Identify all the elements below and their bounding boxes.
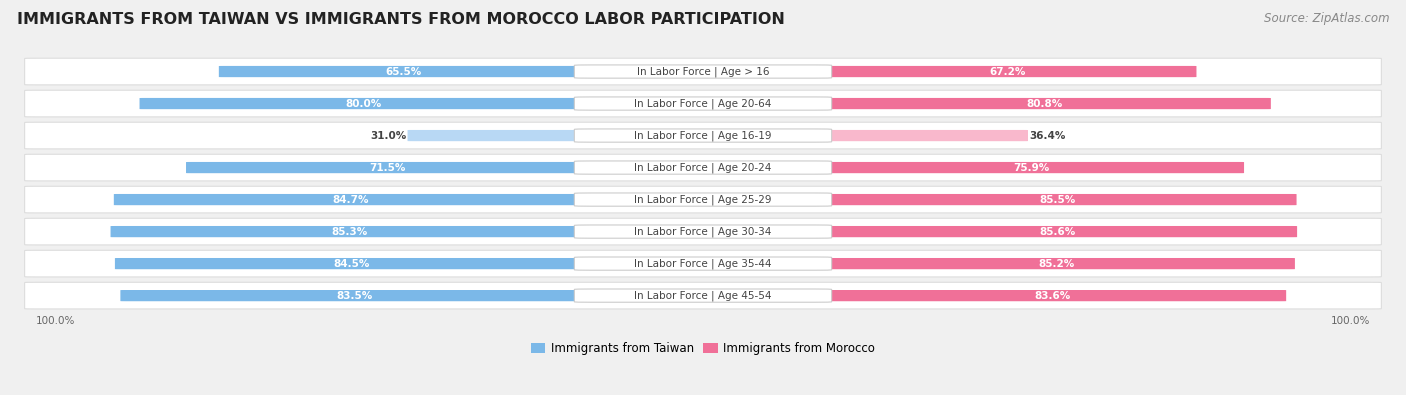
Text: 80.8%: 80.8% <box>1026 98 1063 109</box>
Text: IMMIGRANTS FROM TAIWAN VS IMMIGRANTS FROM MOROCCO LABOR PARTICIPATION: IMMIGRANTS FROM TAIWAN VS IMMIGRANTS FRO… <box>17 12 785 27</box>
FancyBboxPatch shape <box>574 161 832 174</box>
FancyBboxPatch shape <box>121 290 588 301</box>
Text: 100.0%: 100.0% <box>1331 316 1371 325</box>
FancyBboxPatch shape <box>574 257 832 270</box>
FancyBboxPatch shape <box>25 58 1381 85</box>
Text: In Labor Force | Age 35-44: In Labor Force | Age 35-44 <box>634 258 772 269</box>
FancyBboxPatch shape <box>818 226 1298 237</box>
Text: 65.5%: 65.5% <box>385 66 422 77</box>
Text: 84.7%: 84.7% <box>333 195 370 205</box>
FancyBboxPatch shape <box>25 90 1381 117</box>
FancyBboxPatch shape <box>139 98 588 109</box>
Text: 85.3%: 85.3% <box>332 227 367 237</box>
FancyBboxPatch shape <box>25 250 1381 277</box>
FancyBboxPatch shape <box>186 162 588 173</box>
FancyBboxPatch shape <box>818 66 1197 77</box>
FancyBboxPatch shape <box>114 194 588 205</box>
Text: 36.4%: 36.4% <box>1029 131 1066 141</box>
Legend: Immigrants from Taiwan, Immigrants from Morocco: Immigrants from Taiwan, Immigrants from … <box>526 337 880 360</box>
FancyBboxPatch shape <box>219 66 588 77</box>
FancyBboxPatch shape <box>574 193 832 206</box>
Text: 67.2%: 67.2% <box>988 66 1025 77</box>
Text: In Labor Force | Age 45-54: In Labor Force | Age 45-54 <box>634 290 772 301</box>
Text: 75.9%: 75.9% <box>1012 163 1049 173</box>
FancyBboxPatch shape <box>574 97 832 110</box>
Text: 100.0%: 100.0% <box>35 316 75 325</box>
Text: In Labor Force | Age 20-24: In Labor Force | Age 20-24 <box>634 162 772 173</box>
Text: 83.5%: 83.5% <box>336 291 373 301</box>
FancyBboxPatch shape <box>574 225 832 238</box>
Text: In Labor Force | Age 16-19: In Labor Force | Age 16-19 <box>634 130 772 141</box>
FancyBboxPatch shape <box>818 162 1244 173</box>
FancyBboxPatch shape <box>25 154 1381 181</box>
Text: 85.5%: 85.5% <box>1039 195 1076 205</box>
FancyBboxPatch shape <box>25 186 1381 213</box>
FancyBboxPatch shape <box>408 130 588 141</box>
FancyBboxPatch shape <box>111 226 588 237</box>
FancyBboxPatch shape <box>574 129 832 142</box>
Text: 85.2%: 85.2% <box>1038 259 1074 269</box>
FancyBboxPatch shape <box>818 194 1296 205</box>
FancyBboxPatch shape <box>115 258 588 269</box>
FancyBboxPatch shape <box>818 290 1286 301</box>
FancyBboxPatch shape <box>25 282 1381 309</box>
Text: In Labor Force | Age > 16: In Labor Force | Age > 16 <box>637 66 769 77</box>
FancyBboxPatch shape <box>818 130 1028 141</box>
Text: 83.6%: 83.6% <box>1033 291 1070 301</box>
Text: 31.0%: 31.0% <box>370 131 406 141</box>
Text: 85.6%: 85.6% <box>1039 227 1076 237</box>
FancyBboxPatch shape <box>818 258 1295 269</box>
Text: In Labor Force | Age 25-29: In Labor Force | Age 25-29 <box>634 194 772 205</box>
Text: Source: ZipAtlas.com: Source: ZipAtlas.com <box>1264 12 1389 25</box>
FancyBboxPatch shape <box>818 98 1271 109</box>
FancyBboxPatch shape <box>574 289 832 302</box>
Text: In Labor Force | Age 30-34: In Labor Force | Age 30-34 <box>634 226 772 237</box>
Text: 84.5%: 84.5% <box>333 259 370 269</box>
Text: In Labor Force | Age 20-64: In Labor Force | Age 20-64 <box>634 98 772 109</box>
Text: 80.0%: 80.0% <box>346 98 382 109</box>
FancyBboxPatch shape <box>574 65 832 78</box>
FancyBboxPatch shape <box>25 122 1381 149</box>
Text: 71.5%: 71.5% <box>368 163 405 173</box>
FancyBboxPatch shape <box>25 218 1381 245</box>
